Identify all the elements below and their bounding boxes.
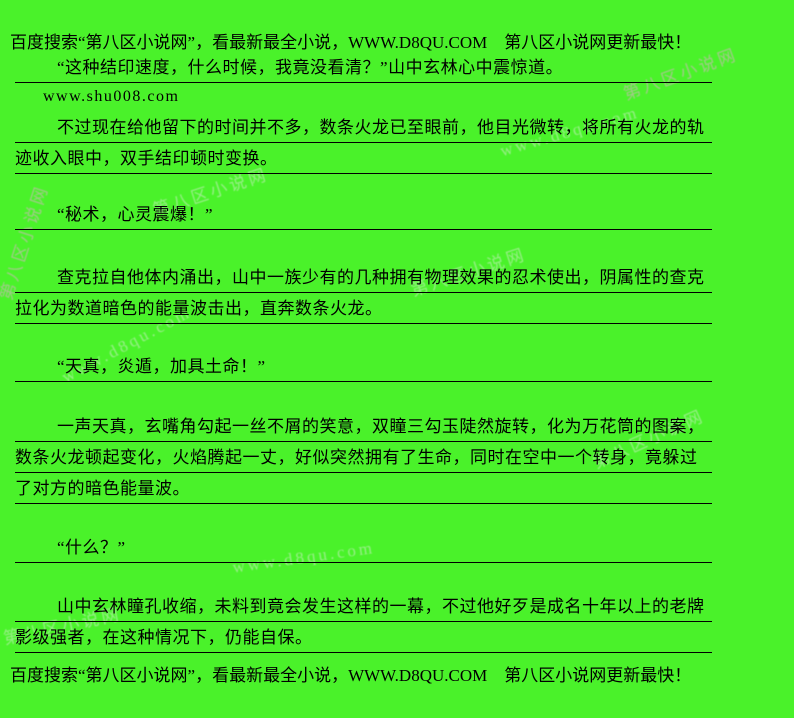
paragraph: 山中玄林瞳孔收缩，未料到竟会发生这样的一幕，不过他好歹是成名十年以上的老牌影级强… [15,591,712,653]
site-link[interactable]: www.shu008.com [43,88,180,105]
paragraph: 查克拉自他体内涌出，山中一族少有的几种拥有物理效果的忍术使出，阴属性的查克拉化为… [15,262,712,324]
paragraph: “这种结印速度，什么时候，我竟没看清？”山中玄林心中震惊道。 [15,52,712,83]
promo-header: 百度搜索“第八区小说网”，看最新最全小说，WWW.D8QU.COM 第八区小说网… [10,33,692,52]
paragraph: 一声天真，玄嘴角勾起一丝不屑的笑意，双瞳三勾玉陡然旋转，化为万花筒的图案，数条火… [15,411,712,504]
paragraph: “天真，炎遁，加具土命！” [15,351,712,382]
paragraph: “什么？” [15,532,712,563]
paragraph: “秘术，心灵震爆！” [15,199,712,230]
promo-footer: 百度搜索“第八区小说网”，看最新最全小说，WWW.D8QU.COM 第八区小说网… [10,666,692,685]
paragraph: 不过现在给他留下的时间并不多，数条火龙已至眼前，他目光微转，将所有火龙的轨迹收入… [15,112,712,174]
